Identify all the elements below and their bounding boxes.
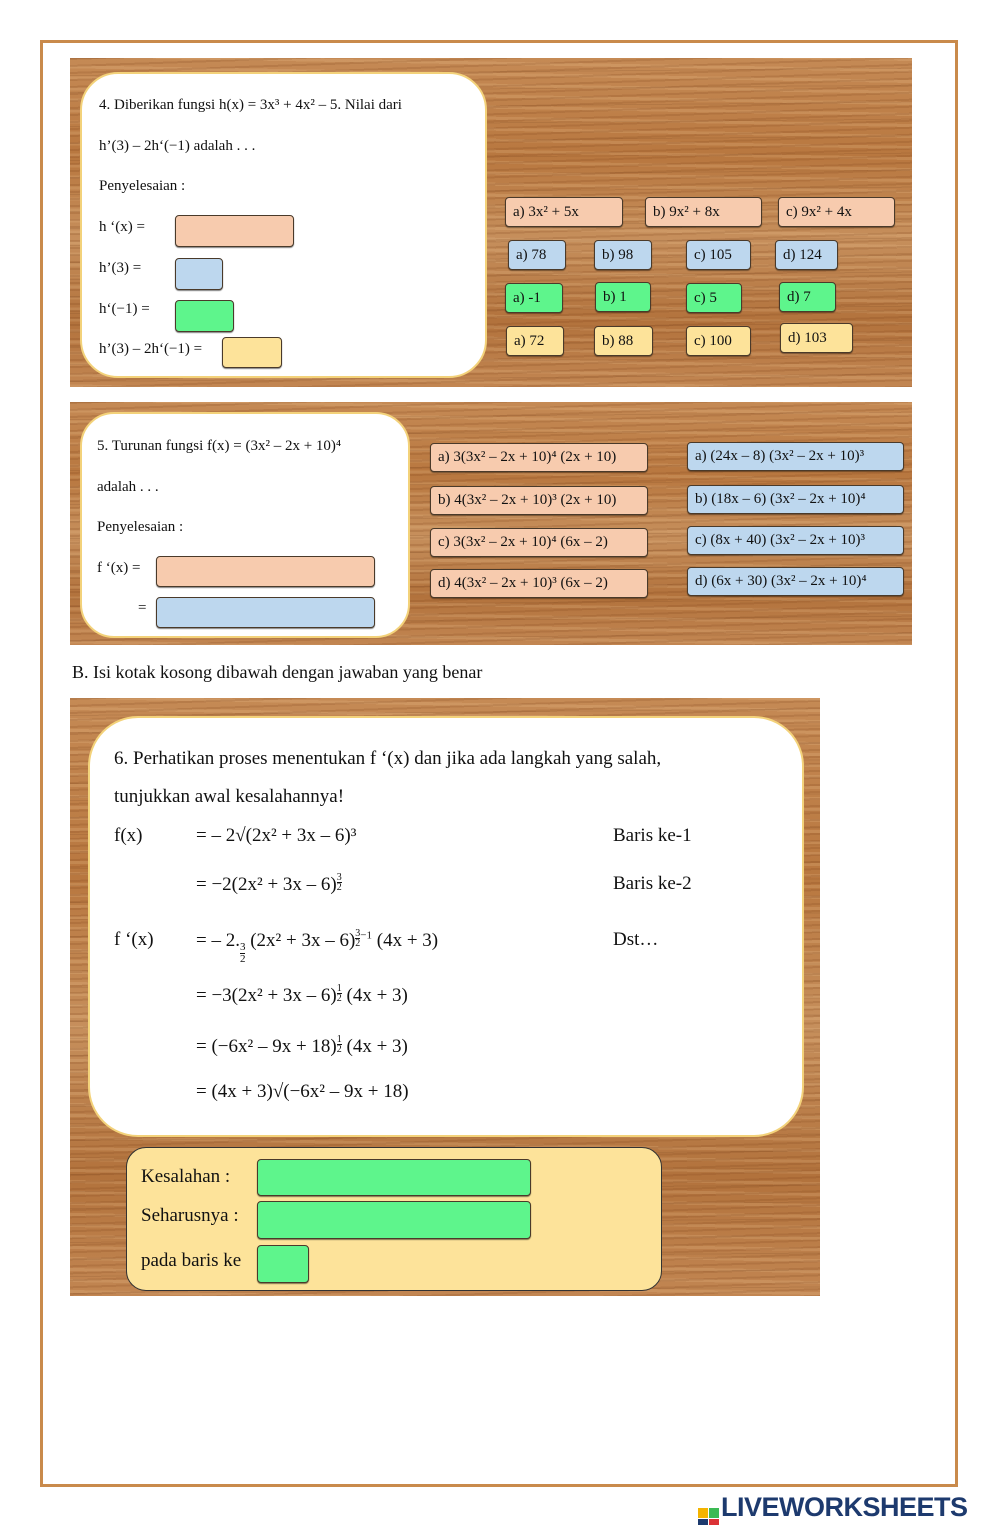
page-frame bbox=[40, 40, 958, 1487]
exp-den: 2 bbox=[336, 882, 342, 893]
q6-question-line2: tunjukkan awal kesalahannya! bbox=[114, 786, 345, 807]
q4-option-h3-d[interactable]: d) 124 bbox=[775, 240, 838, 270]
q6-step-4: = −3(2x² + 3x – 6) 1 2 (4x + 3) bbox=[196, 984, 408, 1007]
q4-hx-label: h ‘(x) = bbox=[99, 219, 145, 235]
q5-question-line2: adalah . . . bbox=[97, 479, 159, 495]
q6-error-input[interactable] bbox=[257, 1159, 531, 1196]
exp-den: 2 bbox=[336, 1044, 342, 1055]
q6-step-1: = – 2√(2x² + 3x – 6)³ bbox=[196, 825, 357, 846]
exp-den: 2 bbox=[336, 993, 342, 1004]
logo-icon bbox=[698, 1508, 719, 1525]
liveworksheets-logo: LIVEWORKSHEETS bbox=[698, 1492, 968, 1525]
q5-solution-label: Penyelesaian : bbox=[97, 519, 184, 535]
q5-fpx-label: f ‘(x) = bbox=[97, 560, 141, 576]
q4-option-hx-a[interactable]: a) 3x² + 5x bbox=[505, 197, 623, 227]
exp-den: 2 bbox=[355, 938, 361, 949]
logo-text: LIVEWORKSHEETS bbox=[721, 1492, 968, 1522]
q4-hx-drop-box[interactable] bbox=[175, 215, 294, 247]
q5-fpx-drop-box[interactable] bbox=[156, 556, 375, 587]
frac-num: 3 bbox=[239, 941, 246, 953]
q4-hm1-drop-box[interactable] bbox=[175, 300, 234, 332]
q6-step-3-tail: (4x + 3) bbox=[372, 930, 439, 951]
q6-step-2-base: = −2(2x² + 3x – 6) bbox=[196, 874, 337, 895]
q4-option-total-c[interactable]: c) 100 bbox=[686, 326, 751, 356]
q6-step-5: = (−6x² – 9x + 18) 1 2 (4x + 3) bbox=[196, 1035, 408, 1058]
q4-option-h3-a[interactable]: a) 78 bbox=[508, 240, 566, 270]
q5-option-right-a[interactable]: a) (24x – 8) (3x² – 2x + 10)³ bbox=[687, 442, 904, 471]
q6-step-5-base: = (−6x² – 9x + 18) bbox=[196, 1036, 337, 1057]
q4-option-total-d[interactable]: d) 103 bbox=[780, 323, 853, 353]
q6-fx-label: f(x) bbox=[114, 825, 143, 846]
q6-fpx-label: f ‘(x) bbox=[114, 929, 154, 950]
exp-num: 3 bbox=[355, 928, 361, 939]
q6-step-3-minus-one: −1 bbox=[360, 929, 373, 942]
q4-h3-drop-box[interactable] bbox=[175, 258, 223, 290]
q6-step-4-base: = −3(2x² + 3x – 6) bbox=[196, 985, 337, 1006]
q4-solution-label: Penyelesaian : bbox=[99, 178, 186, 194]
exp-num: 1 bbox=[336, 983, 342, 994]
q5-option-left-c[interactable]: c) 3(3x² – 2x + 10)⁴ (6x – 2) bbox=[430, 528, 648, 557]
q4-question-line1: 4. Diberikan fungsi h(x) = 3x³ + 4x² – 5… bbox=[99, 97, 402, 113]
q5-equals-label: = bbox=[138, 600, 147, 616]
q4-option-hm1-d[interactable]: d) 7 bbox=[779, 282, 836, 312]
q6-step-5-tail: (4x + 3) bbox=[341, 1036, 408, 1057]
q6-error-label: Kesalahan : bbox=[141, 1166, 231, 1187]
q6-note-etc: Dst… bbox=[613, 929, 659, 950]
q4-option-total-a[interactable]: a) 72 bbox=[506, 326, 564, 356]
q6-question-line1: 6. Perhatikan proses menentukan f ‘(x) d… bbox=[114, 748, 662, 769]
q4-option-hm1-b[interactable]: b) 1 bbox=[595, 282, 651, 312]
q4-option-hm1-a[interactable]: a) -1 bbox=[505, 283, 563, 313]
q4-hm1-label: h‘(−1) = bbox=[99, 301, 150, 317]
exp-num: 1 bbox=[336, 1034, 342, 1045]
q6-step-6: = (4x + 3)√(−6x² – 9x + 18) bbox=[196, 1081, 409, 1102]
q5-option-left-b[interactable]: b) 4(3x² – 2x + 10)³ (2x + 10) bbox=[430, 486, 648, 515]
q5-option-right-d[interactable]: d) (6x + 30) (3x² – 2x + 10)⁴ bbox=[687, 567, 904, 596]
q6-note-line-1: Baris ke-1 bbox=[613, 825, 692, 846]
q4-option-total-b[interactable]: b) 88 bbox=[594, 326, 653, 356]
q5-question-line1: 5. Turunan fungsi f(x) = (3x² – 2x + 10)… bbox=[97, 438, 342, 454]
q4-option-hm1-c[interactable]: c) 5 bbox=[686, 283, 742, 313]
q4-total-label: h’(3) – 2h‘(−1) = bbox=[99, 341, 203, 357]
q6-line-number-input[interactable] bbox=[257, 1245, 309, 1283]
q6-note-line-2: Baris ke-2 bbox=[613, 873, 692, 894]
q5-option-left-a[interactable]: a) 3(3x² – 2x + 10)⁴ (2x + 10) bbox=[430, 443, 648, 472]
q4-option-hx-b[interactable]: b) 9x² + 8x bbox=[645, 197, 762, 227]
q6-step-3-base: (2x² + 3x – 6) bbox=[250, 930, 356, 951]
q6-correction-label: Seharusnya : bbox=[141, 1205, 239, 1226]
q6-correction-input[interactable] bbox=[257, 1201, 531, 1239]
exp-num: 3 bbox=[336, 872, 342, 883]
q4-option-h3-c[interactable]: c) 105 bbox=[686, 240, 751, 270]
q5-option-right-b[interactable]: b) (18x – 6) (3x² – 2x + 10)⁴ bbox=[687, 485, 904, 514]
q5-option-left-d[interactable]: d) 4(3x² – 2x + 10)³ (6x – 2) bbox=[430, 569, 648, 598]
q4-option-h3-b[interactable]: b) 98 bbox=[594, 240, 652, 270]
q5-simplified-drop-box[interactable] bbox=[156, 597, 375, 628]
q6-step-3: = – 2. 3 2 (2x² + 3x – 6) 3 2 −1 (4x + 3) bbox=[196, 929, 438, 965]
q4-h3-label: h’(3) = bbox=[99, 260, 142, 276]
frac-den: 2 bbox=[239, 953, 246, 965]
q4-total-drop-box[interactable] bbox=[222, 337, 282, 368]
section-b-heading: B. Isi kotak kosong dibawah dengan jawab… bbox=[72, 662, 483, 682]
q6-step-3-coef: = – 2. bbox=[196, 930, 240, 951]
q6-step-4-tail: (4x + 3) bbox=[341, 985, 408, 1006]
q6-line-number-label: pada baris ke bbox=[141, 1250, 242, 1271]
q6-card bbox=[88, 716, 804, 1137]
q6-step-2: = −2(2x² + 3x – 6) 3 2 bbox=[196, 873, 342, 896]
q5-option-right-c[interactable]: c) (8x + 40) (3x² – 2x + 10)³ bbox=[687, 526, 904, 555]
q4-option-hx-c[interactable]: c) 9x² + 4x bbox=[778, 197, 895, 227]
q4-question-line2: h’(3) – 2h‘(−1) adalah . . . bbox=[99, 138, 256, 154]
